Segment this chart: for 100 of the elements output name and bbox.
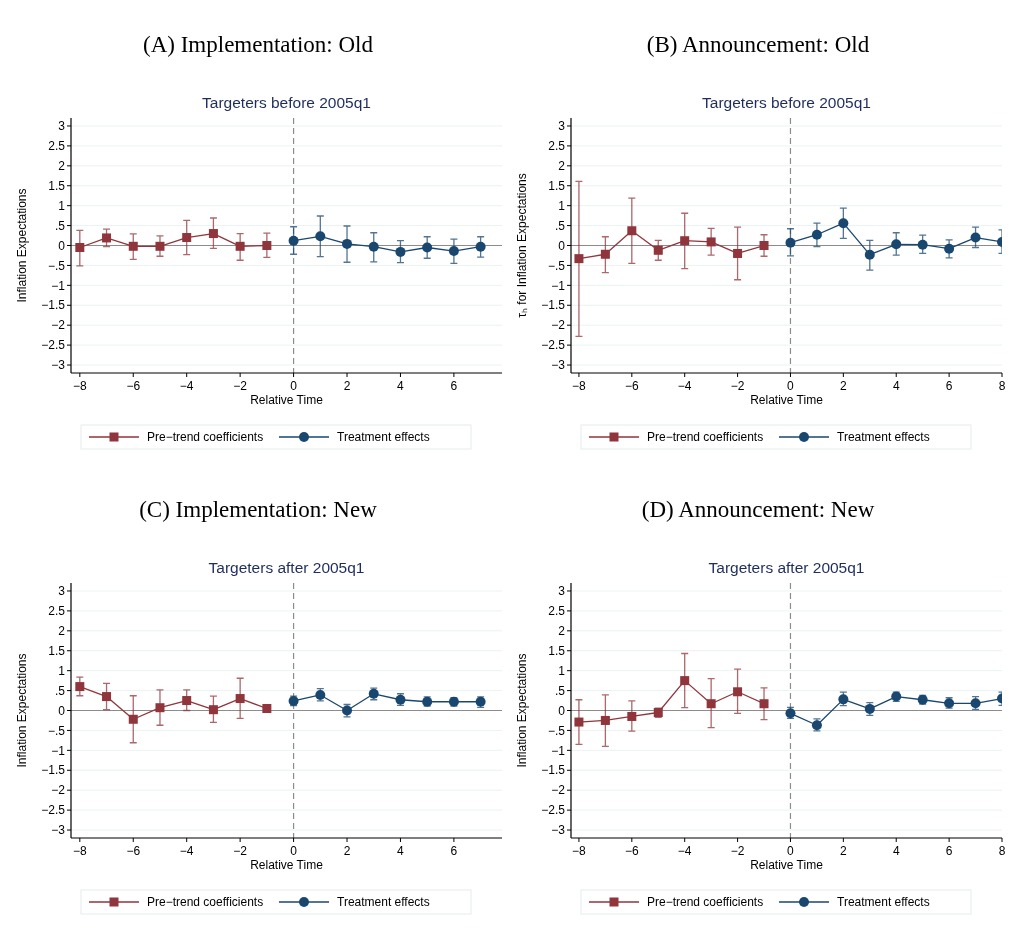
y-tick-label: .5	[54, 218, 66, 233]
x-tick-label: 0	[290, 379, 298, 393]
y-tick-label: 0	[558, 238, 566, 253]
y-tick-label: −2	[551, 318, 566, 333]
point	[680, 676, 690, 686]
y-tick-label: −1	[551, 743, 566, 758]
y-axis-title: τₕ for Inflation Expectations	[515, 173, 529, 318]
y-tick-label: 0	[58, 238, 66, 253]
point	[75, 682, 85, 692]
chart-subtitle: Targeters after 2005q1	[208, 559, 365, 576]
y-tick-label: .5	[554, 218, 566, 233]
point	[102, 233, 112, 243]
y-tick-label: −1.5	[41, 763, 66, 778]
x-tick-label: −4	[677, 844, 692, 858]
y-tick-label: −2	[51, 318, 66, 333]
y-tick-label: −.5	[47, 723, 66, 738]
y-tick-label: .5	[554, 683, 566, 698]
x-tick-label: 8	[998, 379, 1006, 393]
chart-subtitle: Targeters after 2005q1	[708, 559, 865, 576]
x-tick-label: 4	[397, 379, 405, 393]
y-tick-label: −1	[51, 278, 66, 293]
x-axis-title: Relative Time	[750, 858, 824, 872]
legend-label: Treatment effects	[337, 895, 430, 910]
x-tick-label: −6	[126, 844, 141, 858]
point	[680, 236, 690, 246]
x-tick-label: −8	[572, 844, 587, 858]
point	[811, 229, 822, 240]
point	[733, 248, 743, 258]
point	[838, 218, 849, 229]
point	[600, 249, 610, 259]
y-tick-label: 1	[58, 198, 66, 213]
x-tick-label: −8	[72, 379, 87, 393]
y-tick-label: −2	[551, 783, 566, 798]
x-tick-label: 2	[343, 844, 351, 858]
y-tick-label: −3	[551, 823, 566, 838]
y-tick-label: 3	[58, 119, 66, 134]
y-tick-label: −2.5	[41, 803, 66, 818]
x-tick-label: −6	[624, 844, 639, 858]
point	[182, 233, 192, 243]
legend-label: Treatment effects	[837, 430, 930, 445]
y-tick-label: 2.5	[48, 139, 66, 154]
point	[600, 715, 610, 725]
point	[155, 703, 165, 713]
y-tick-label: −2.5	[41, 338, 66, 353]
point	[944, 243, 955, 254]
x-tick-label: −2	[233, 844, 248, 858]
x-axis-title: Relative Time	[250, 858, 324, 872]
y-tick-label: 1.5	[548, 178, 566, 193]
y-tick-label: 1	[558, 198, 566, 213]
y-tick-label: −.5	[47, 258, 66, 273]
point	[475, 241, 486, 252]
point	[574, 254, 584, 264]
point	[759, 699, 769, 709]
x-tick-label: 6	[450, 844, 458, 858]
y-tick-label: −2.5	[541, 338, 566, 353]
point	[891, 239, 902, 250]
y-tick-label: 3	[558, 584, 566, 599]
x-tick-label: 4	[892, 379, 900, 393]
point	[864, 249, 875, 260]
y-tick-label: 2	[58, 624, 66, 639]
point	[75, 242, 85, 252]
point	[235, 694, 245, 704]
y-tick-label: −1.5	[41, 298, 66, 313]
y-tick-label: −1	[51, 743, 66, 758]
x-tick-label: 4	[892, 844, 900, 858]
x-tick-label: −8	[72, 844, 87, 858]
point	[395, 246, 406, 257]
legend-label: Treatment effects	[337, 430, 430, 445]
x-tick-label: −6	[624, 379, 639, 393]
point	[574, 717, 584, 727]
point	[785, 237, 796, 248]
x-axis-title: Relative Time	[250, 393, 324, 407]
point	[315, 231, 326, 242]
y-tick-label: −3	[51, 823, 66, 838]
point	[653, 245, 663, 255]
x-tick-label: 2	[840, 379, 848, 393]
point	[627, 711, 637, 721]
x-tick-label: 6	[450, 379, 458, 393]
x-tick-label: −2	[233, 379, 248, 393]
x-tick-label: 2	[343, 379, 351, 393]
y-tick-label: 2.5	[548, 139, 566, 154]
x-tick-label: 4	[397, 844, 405, 858]
x-tick-label: 2	[840, 844, 848, 858]
y-tick-label: 1.5	[48, 178, 66, 193]
point	[288, 235, 299, 246]
y-tick-label: −1.5	[541, 298, 566, 313]
y-tick-label: −3	[551, 358, 566, 373]
point	[342, 238, 353, 249]
x-tick-label: 0	[290, 844, 298, 858]
x-tick-label: 8	[998, 844, 1006, 858]
point	[706, 699, 716, 709]
y-tick-label: 1.5	[548, 643, 566, 658]
y-tick-label: 2	[558, 159, 566, 174]
x-tick-label: −6	[126, 379, 141, 393]
chart-title: (D) Announcement: New	[641, 497, 875, 522]
y-tick-label: 0	[558, 703, 566, 718]
y-tick-label: 2.5	[48, 604, 66, 619]
y-tick-label: −.5	[547, 258, 566, 273]
chart-subtitle: Targeters before 2005q1	[702, 94, 871, 111]
y-tick-label: −2.5	[541, 803, 566, 818]
